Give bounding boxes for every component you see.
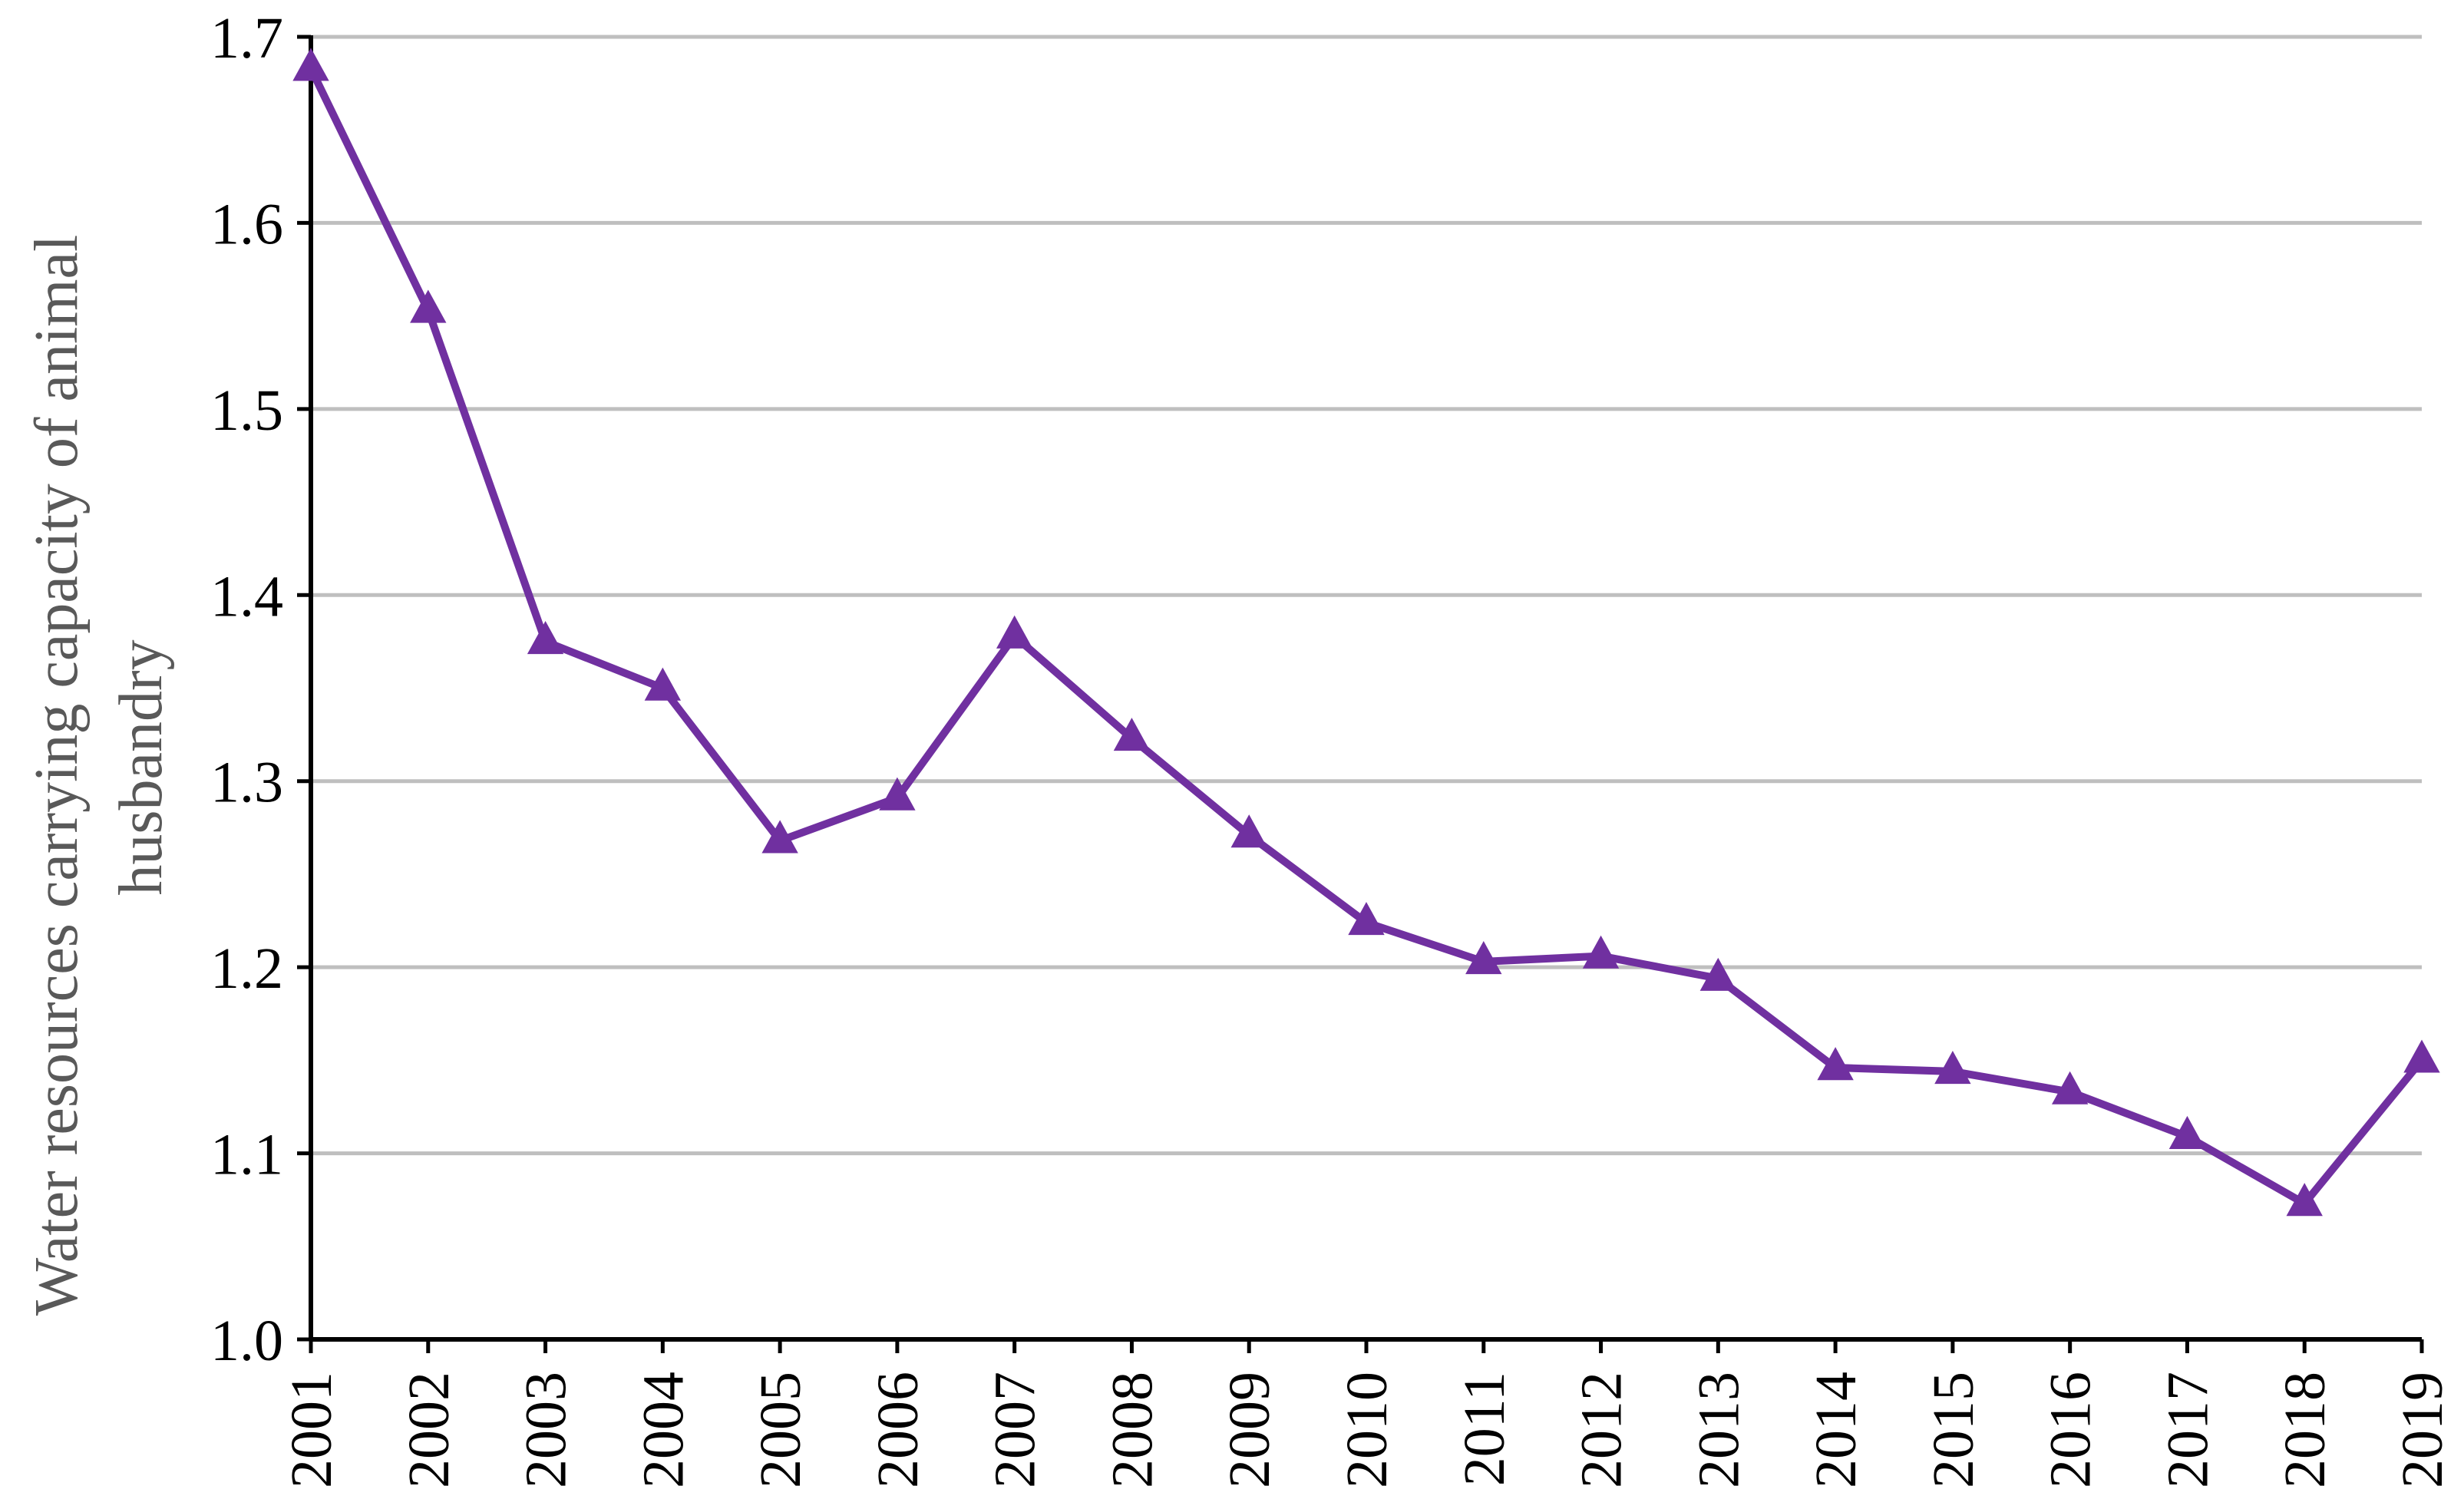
x-tick-label: 2004 — [631, 1372, 695, 1488]
x-tick-label: 2019 — [2390, 1372, 2455, 1488]
x-tick-label: 2009 — [1217, 1372, 1282, 1488]
data-point-marker — [2168, 1115, 2206, 1149]
data-point-marker — [1699, 957, 1737, 991]
y-tick-label: 1.0 — [210, 1309, 283, 1373]
data-point-marker — [1582, 935, 1620, 969]
x-tick-label: 2018 — [2273, 1372, 2337, 1488]
data-point-marker — [410, 289, 447, 323]
marker-layer — [292, 48, 2440, 1217]
x-tick-label: 2005 — [748, 1372, 813, 1488]
data-point-marker — [2403, 1039, 2440, 1073]
y-tick-label: 1.2 — [210, 936, 283, 1001]
data-point-marker — [292, 48, 329, 81]
series-layer — [307, 64, 2426, 1208]
data-point-marker — [2051, 1071, 2089, 1105]
x-tick-label: 2011 — [1452, 1372, 1517, 1486]
data-point-marker — [2286, 1183, 2323, 1217]
x-tick-label: 2002 — [397, 1372, 461, 1488]
x-tick-label: 2007 — [983, 1372, 1048, 1488]
data-point-marker — [1934, 1051, 1971, 1085]
x-tick-label: 2006 — [866, 1372, 930, 1488]
x-tick-label: 2008 — [1100, 1372, 1164, 1488]
y-tick-label: 1.3 — [210, 751, 283, 815]
data-point-marker — [996, 615, 1033, 649]
y-tick-label: 1.1 — [210, 1123, 283, 1187]
x-tick-label: 2003 — [514, 1372, 579, 1488]
y-tick-label: 1.6 — [210, 192, 283, 256]
data-point-marker — [761, 820, 798, 854]
y-tick-label: 1.5 — [210, 378, 283, 443]
data-point-marker — [527, 621, 564, 655]
y-tick-label: 1.4 — [210, 564, 283, 629]
y-axis-label-line-2: husbandry — [107, 639, 175, 895]
series-line — [307, 64, 2426, 1208]
y-tick-labels: 1.0 1.1 1.2 1.3 1.4 1.5 1.6 1.7 — [210, 6, 283, 1373]
y-axis-label-line-1: Water resources carrying capacity of ani… — [23, 235, 91, 1316]
x-tick-label: 2015 — [1921, 1372, 1986, 1488]
x-tick-label: 2016 — [2039, 1372, 2103, 1488]
axes — [297, 35, 2424, 1353]
x-tick-label: 2012 — [1570, 1372, 1634, 1488]
x-tick-label: 2001 — [279, 1372, 344, 1488]
y-axis-label: Water resources carrying capacity of ani… — [23, 220, 175, 1316]
x-tick-label: 2013 — [1686, 1372, 1751, 1488]
x-tick-label: 2017 — [2155, 1372, 2220, 1488]
data-point-marker — [644, 667, 682, 701]
x-tick-labels: 2001 2002 2003 2004 2005 2006 2007 2008 2009 2010… — [279, 1372, 2455, 1488]
data-point-marker — [1465, 940, 1502, 975]
y-tick-label: 1.7 — [210, 6, 283, 71]
x-tick-label: 2010 — [1335, 1372, 1399, 1488]
data-point-marker — [1230, 814, 1267, 848]
x-tick-label: 2014 — [1804, 1372, 1868, 1488]
data-point-marker — [1113, 718, 1151, 751]
gridlines — [311, 35, 2422, 1156]
data-point-marker — [1348, 902, 1385, 936]
data-point-marker — [1817, 1047, 1854, 1081]
data-point-marker — [879, 777, 916, 811]
